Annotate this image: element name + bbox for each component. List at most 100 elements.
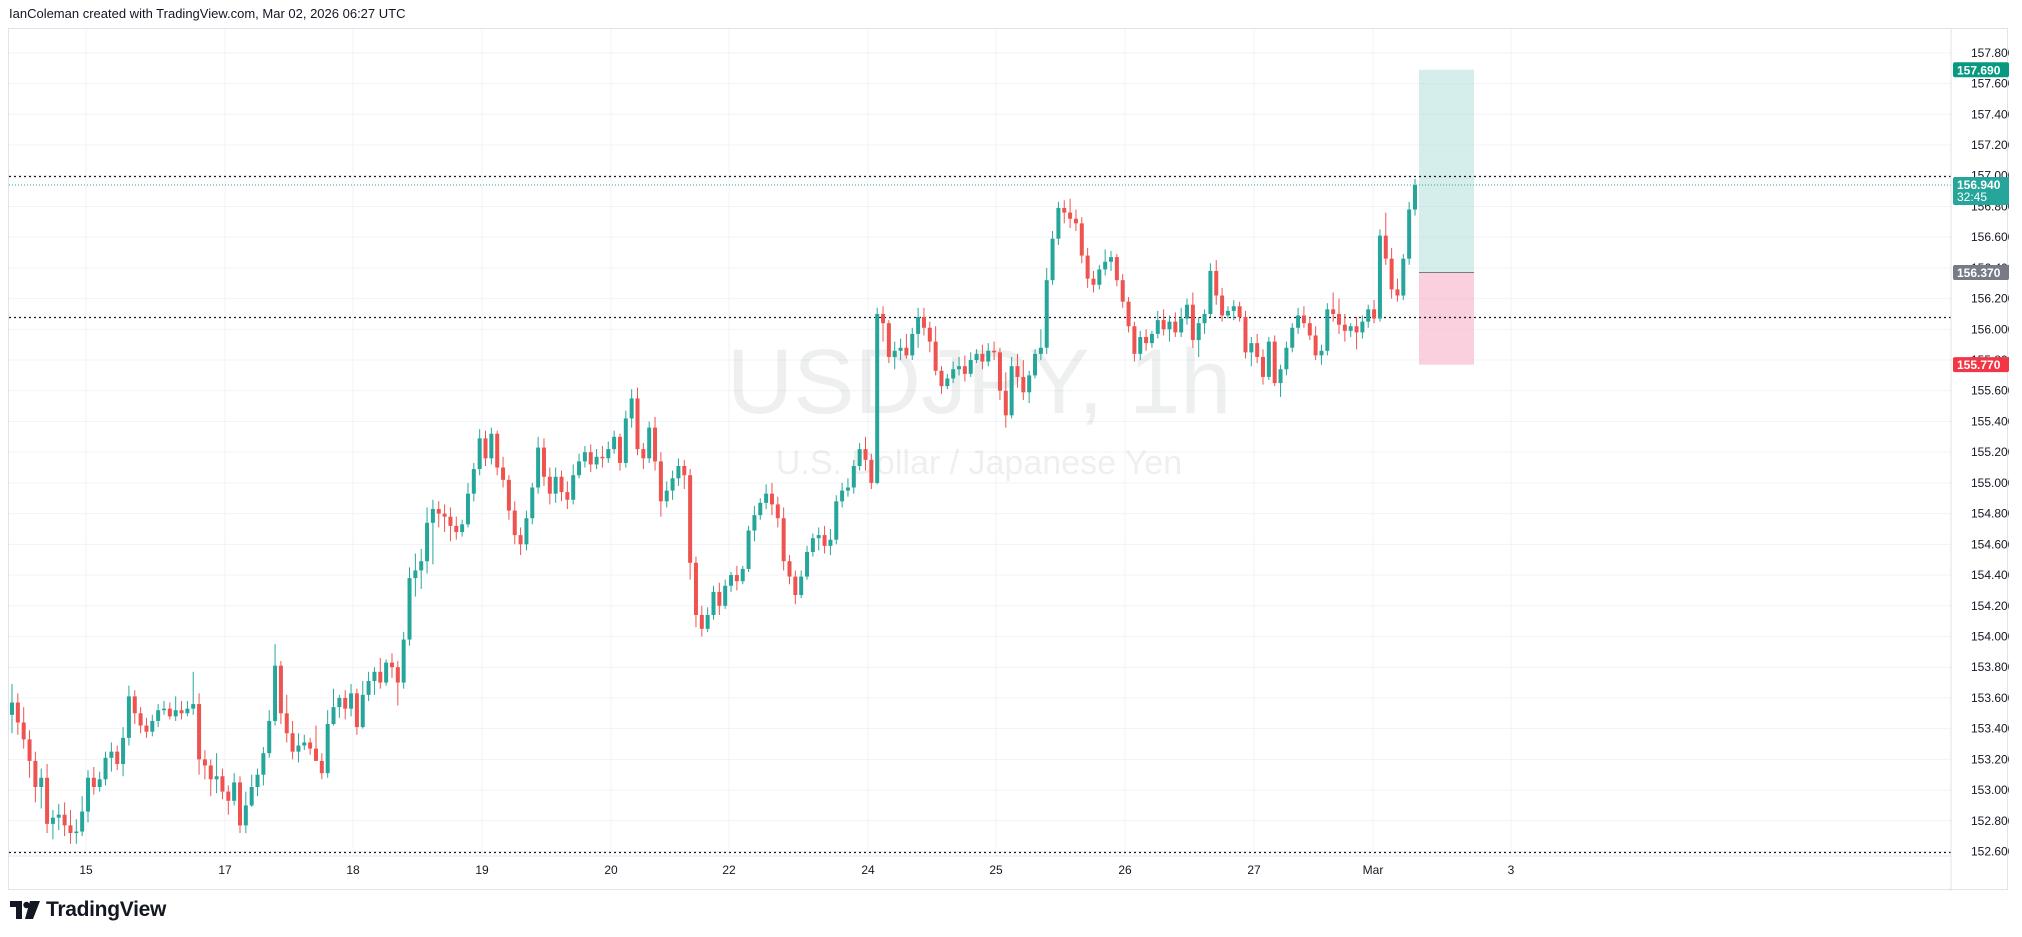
candle[interactable] [167, 702, 172, 720]
candle[interactable] [927, 321, 932, 353]
candle[interactable] [477, 429, 482, 476]
candle[interactable] [1225, 306, 1230, 319]
candle[interactable] [1196, 317, 1201, 357]
candle[interactable] [664, 481, 669, 508]
candle[interactable] [553, 467, 558, 503]
candle[interactable] [430, 499, 435, 565]
candle[interactable] [957, 356, 962, 376]
candle[interactable] [1161, 309, 1166, 336]
candle[interactable] [840, 482, 845, 508]
candle[interactable] [384, 659, 389, 686]
candle[interactable] [588, 444, 593, 473]
candle[interactable] [828, 528, 833, 556]
candle[interactable] [717, 582, 722, 615]
candle[interactable] [746, 525, 751, 572]
candle[interactable] [91, 767, 96, 795]
candle[interactable] [1278, 364, 1283, 397]
candle[interactable] [1126, 297, 1131, 333]
candle[interactable] [1331, 292, 1336, 322]
candle[interactable] [1062, 200, 1067, 224]
candle[interactable] [945, 373, 950, 390]
candle[interactable] [1243, 310, 1248, 359]
candle[interactable] [623, 410, 628, 468]
candle[interactable] [886, 320, 891, 364]
candle[interactable] [442, 504, 447, 533]
candle[interactable] [278, 661, 283, 725]
candle[interactable] [705, 607, 710, 632]
candle[interactable] [617, 433, 622, 471]
candle[interactable] [354, 688, 359, 735]
candle[interactable] [740, 565, 745, 585]
candle[interactable] [939, 366, 944, 394]
candle[interactable] [237, 776, 242, 834]
candle[interactable] [1027, 370, 1032, 404]
candle[interactable] [144, 717, 149, 738]
candlestick-chart[interactable]: USDJPY, 1h U.S. Dollar / Japanese Yen 15… [9, 29, 2009, 891]
candle[interactable] [1249, 336, 1254, 367]
candle[interactable] [1097, 264, 1102, 290]
candle[interactable] [1056, 201, 1061, 245]
candle[interactable] [1407, 201, 1412, 265]
candle[interactable] [933, 326, 938, 376]
candle[interactable] [349, 684, 354, 717]
candle[interactable] [1342, 313, 1347, 342]
candle[interactable] [1307, 317, 1312, 341]
candle[interactable] [56, 803, 61, 830]
candle[interactable] [401, 631, 406, 689]
candle[interactable] [173, 696, 178, 721]
candle[interactable] [565, 481, 570, 510]
candle[interactable] [138, 707, 143, 734]
candle[interactable] [1348, 323, 1353, 337]
candle[interactable] [331, 688, 336, 726]
candle[interactable] [1015, 353, 1020, 388]
candle[interactable] [1231, 300, 1236, 321]
candle[interactable] [857, 442, 862, 471]
candle[interactable] [547, 467, 552, 505]
candle[interactable] [395, 661, 400, 706]
candle[interactable] [74, 819, 79, 844]
candle[interactable] [27, 730, 32, 778]
candle[interactable] [775, 496, 780, 528]
candle[interactable] [916, 307, 921, 348]
candle[interactable] [1021, 360, 1026, 400]
candle[interactable] [845, 478, 850, 497]
candle[interactable] [769, 482, 774, 516]
candle[interactable] [764, 484, 769, 510]
candle[interactable] [80, 796, 85, 837]
candle[interactable] [378, 657, 383, 689]
candle[interactable] [1319, 344, 1324, 365]
candle[interactable] [992, 341, 997, 361]
candle[interactable] [150, 714, 155, 737]
candle[interactable] [951, 361, 956, 384]
candle[interactable] [1325, 303, 1330, 356]
candle[interactable] [156, 704, 161, 728]
candle[interactable] [284, 694, 289, 743]
candle[interactable] [191, 671, 196, 715]
candle[interactable] [869, 453, 874, 490]
candle[interactable] [413, 553, 418, 597]
candle[interactable] [693, 556, 698, 628]
candle[interactable] [1395, 278, 1400, 302]
candle[interactable] [810, 533, 815, 557]
candle[interactable] [15, 693, 20, 735]
candle[interactable] [1337, 298, 1342, 334]
candle[interactable] [132, 690, 137, 725]
candle[interactable] [1091, 270, 1096, 293]
candle[interactable] [892, 341, 897, 370]
candle[interactable] [629, 389, 634, 428]
candle[interactable] [1155, 310, 1160, 339]
candle[interactable] [910, 327, 915, 361]
candle[interactable] [635, 387, 640, 456]
candle[interactable] [822, 525, 827, 554]
candle[interactable] [647, 421, 652, 463]
candle[interactable] [1179, 307, 1184, 337]
candle[interactable] [1237, 301, 1242, 322]
candle[interactable] [1185, 298, 1190, 325]
candle[interactable] [1372, 300, 1377, 324]
candle[interactable] [425, 507, 430, 574]
candle[interactable] [97, 771, 102, 792]
candle[interactable] [121, 727, 126, 777]
candle[interactable] [1296, 307, 1301, 334]
candle[interactable] [1085, 247, 1090, 288]
candle[interactable] [255, 768, 260, 797]
